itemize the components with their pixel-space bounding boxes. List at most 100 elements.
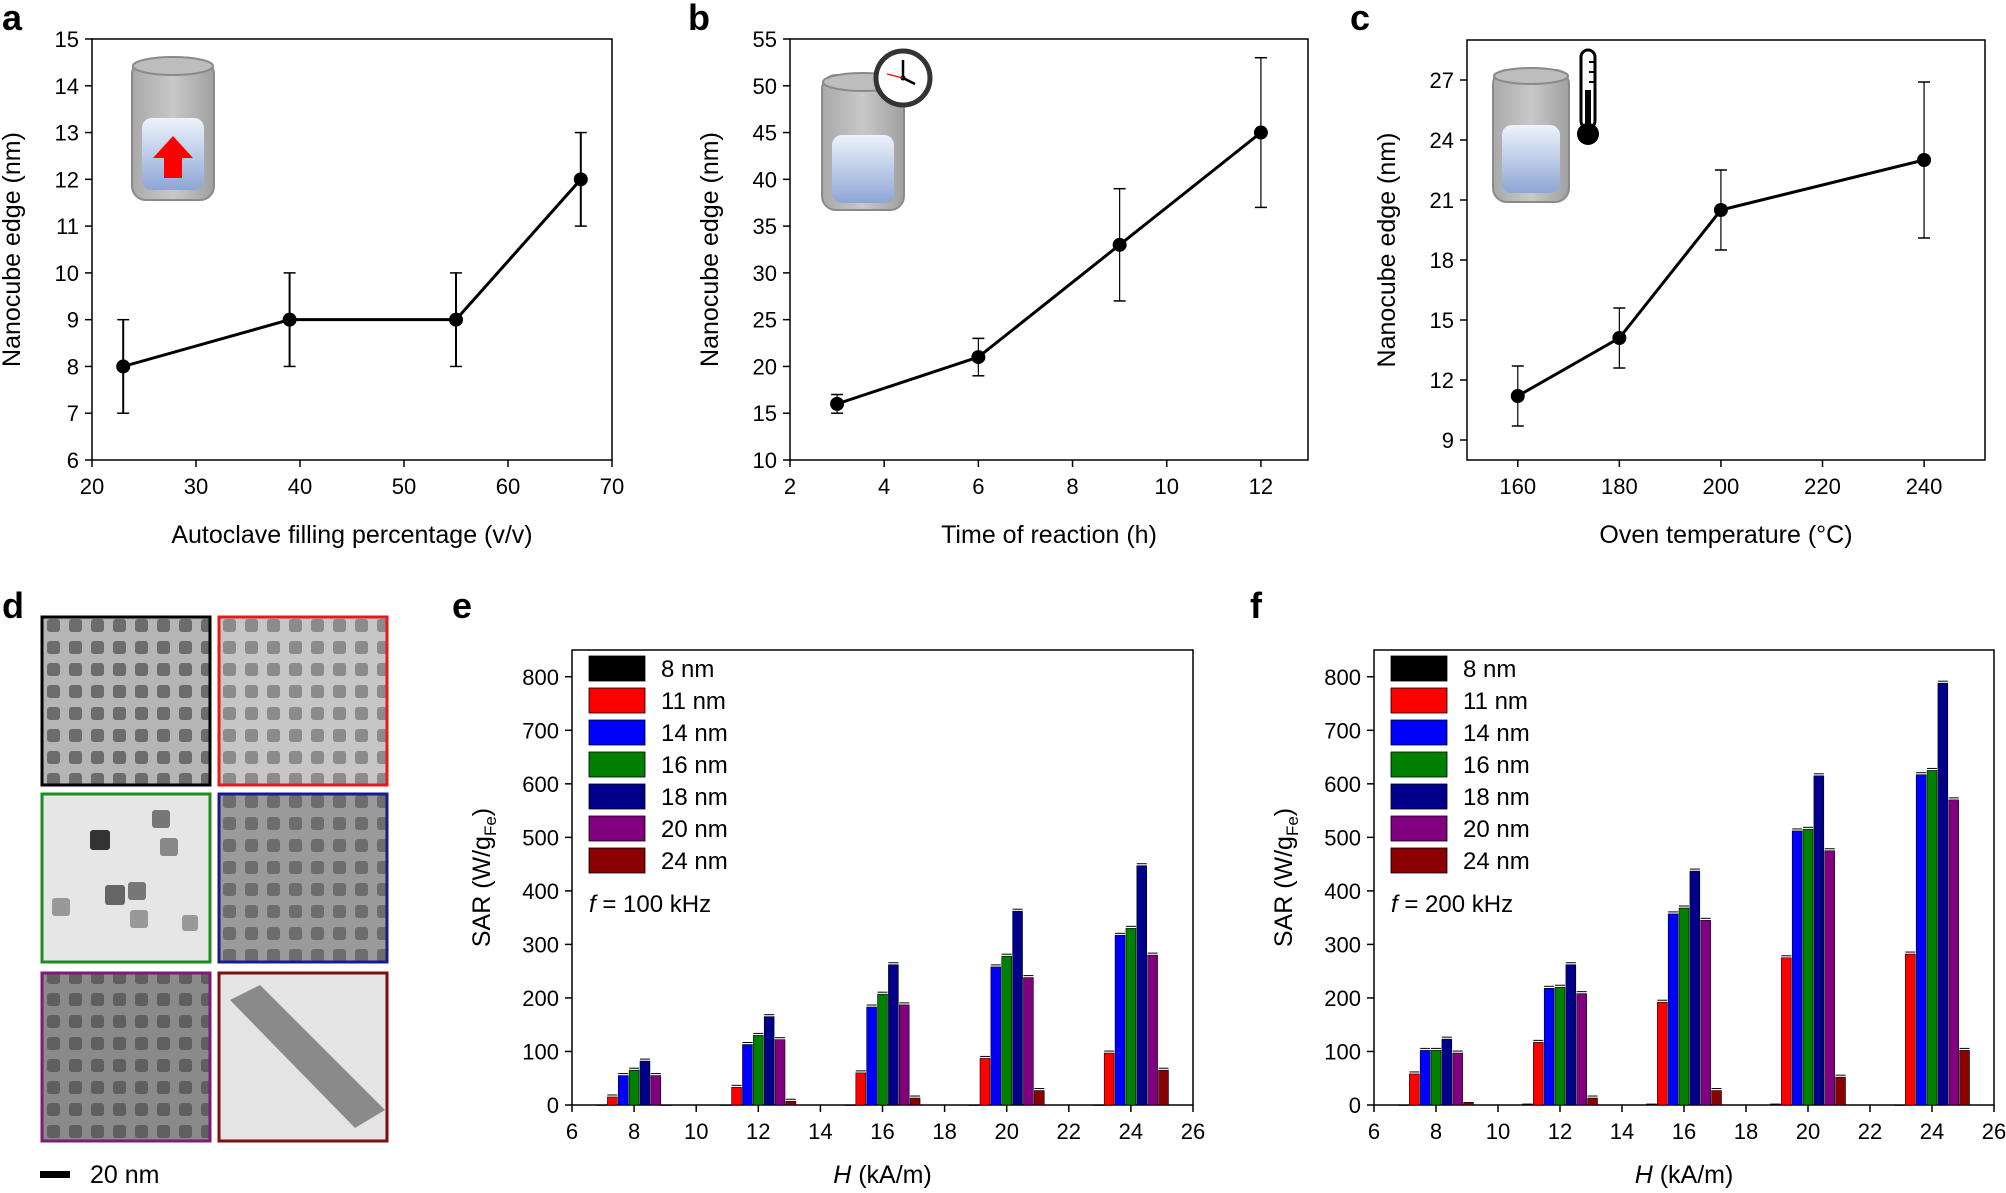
legend-swatch bbox=[1390, 751, 1448, 778]
legend-label: 8 nm bbox=[661, 656, 714, 683]
data-point bbox=[1112, 237, 1127, 252]
x-tick-label: 6 bbox=[1368, 1119, 1380, 1144]
legend-label: 24 nm bbox=[1463, 848, 1530, 875]
bar bbox=[742, 1044, 753, 1106]
y-tick-label: 0 bbox=[547, 1093, 559, 1118]
bar bbox=[1103, 1052, 1115, 1106]
bar bbox=[1441, 1038, 1453, 1106]
bar bbox=[1409, 1073, 1420, 1106]
x-tick-label: 20 bbox=[80, 474, 104, 499]
x-tick-label: 8 bbox=[628, 1119, 640, 1144]
data-point bbox=[1510, 389, 1525, 403]
y-axis-label: SAR (W/gFe) bbox=[468, 808, 500, 947]
data-point bbox=[573, 172, 588, 187]
y-tick-label: 21 bbox=[1430, 188, 1454, 213]
data-point bbox=[971, 350, 986, 365]
x-tick-label: 12 bbox=[746, 1119, 770, 1144]
bar bbox=[1543, 988, 1555, 1106]
bar bbox=[661, 1104, 672, 1106]
y-tick-label: 30 bbox=[753, 261, 777, 286]
bar bbox=[1576, 993, 1587, 1106]
legend-swatch bbox=[588, 687, 646, 714]
y-axis-label: SAR (W/gFe) bbox=[1270, 808, 1302, 947]
y-tick-label: 300 bbox=[522, 932, 559, 957]
x-axis-label: Autoclave filling percentage (v/v) bbox=[171, 521, 532, 549]
clock-icon bbox=[873, 48, 933, 108]
bar bbox=[1824, 850, 1835, 1106]
y-tick-label: 100 bbox=[1324, 1039, 1361, 1064]
panel-label-e: e bbox=[452, 585, 472, 626]
x-tick-label: 12 bbox=[1249, 474, 1273, 499]
panel-label-b: b bbox=[688, 0, 710, 38]
panel-label-f: f bbox=[1250, 585, 1263, 626]
legend-swatch bbox=[588, 751, 646, 778]
y-tick-label: 600 bbox=[1324, 772, 1361, 797]
bar bbox=[1689, 870, 1701, 1106]
y-tick-label: 400 bbox=[1324, 879, 1361, 904]
micrograph-14nm bbox=[40, 792, 212, 964]
x-tick-label: 8 bbox=[1430, 1119, 1442, 1144]
legend-swatch bbox=[1390, 847, 1448, 874]
data-point bbox=[116, 359, 131, 374]
bar bbox=[1522, 1103, 1533, 1106]
bar bbox=[1587, 1097, 1598, 1106]
bar bbox=[639, 1060, 651, 1106]
x-tick-label: 26 bbox=[1181, 1119, 1205, 1144]
bar bbox=[731, 1087, 742, 1106]
data-point bbox=[830, 396, 845, 411]
bar bbox=[1646, 1103, 1657, 1106]
data-point bbox=[282, 312, 297, 327]
data-point bbox=[1713, 203, 1728, 217]
y-tick-label: 200 bbox=[522, 986, 559, 1011]
legend-label: 20 nm bbox=[661, 816, 728, 843]
bar bbox=[1700, 920, 1711, 1106]
x-tick-label: 22 bbox=[1057, 1119, 1081, 1144]
x-axis-label: H (kA/m) bbox=[1635, 1161, 1734, 1189]
bar bbox=[1835, 1076, 1846, 1106]
bar bbox=[650, 1075, 662, 1106]
bar bbox=[596, 1104, 607, 1106]
x-tick-label: 50 bbox=[392, 474, 416, 499]
legend-swatch bbox=[1390, 687, 1448, 714]
bar bbox=[1667, 913, 1679, 1106]
legend-swatch bbox=[1390, 719, 1448, 746]
bar bbox=[1012, 910, 1023, 1106]
bar bbox=[1905, 953, 1916, 1106]
autoclave-filling-icon bbox=[131, 56, 215, 201]
bar bbox=[1802, 829, 1814, 1106]
x-tick-label: 6 bbox=[972, 474, 984, 499]
y-tick-label: 500 bbox=[522, 825, 559, 850]
bar bbox=[979, 1058, 991, 1106]
legend-label: 18 nm bbox=[1463, 784, 1530, 811]
x-tick-label: 180 bbox=[1601, 474, 1638, 499]
micrograph-8nm bbox=[40, 615, 212, 787]
bar bbox=[899, 1004, 910, 1106]
x-axis-label: H (kA/m) bbox=[833, 1161, 932, 1189]
y-tick-label: 100 bbox=[522, 1039, 559, 1064]
bar bbox=[1937, 682, 1949, 1106]
bar bbox=[1419, 1050, 1431, 1106]
x-tick-label: 20 bbox=[1796, 1119, 1820, 1144]
legend-swatch bbox=[588, 847, 646, 874]
y-tick-label: 500 bbox=[1324, 825, 1361, 850]
legend-swatch bbox=[588, 719, 646, 746]
data-point bbox=[1253, 125, 1268, 140]
y-tick-label: 55 bbox=[753, 27, 777, 52]
x-tick-label: 6 bbox=[566, 1119, 578, 1144]
x-tick-label: 26 bbox=[1982, 1119, 2006, 1144]
bar bbox=[1926, 770, 1938, 1106]
x-tick-label: 10 bbox=[1154, 474, 1178, 499]
scale-bar-label: 20 nm bbox=[90, 1161, 159, 1189]
bar bbox=[1554, 986, 1566, 1106]
bar bbox=[1158, 1069, 1169, 1106]
x-tick-label: 24 bbox=[1119, 1119, 1143, 1144]
micrograph-24nm bbox=[217, 971, 389, 1143]
bar bbox=[1948, 799, 1959, 1106]
y-tick-label: 400 bbox=[522, 879, 559, 904]
data-line bbox=[1517, 158, 1925, 398]
bar bbox=[1791, 830, 1803, 1106]
y-tick-label: 12 bbox=[55, 167, 79, 192]
y-tick-label: 24 bbox=[1430, 128, 1454, 153]
y-tick-label: 6 bbox=[67, 448, 79, 473]
